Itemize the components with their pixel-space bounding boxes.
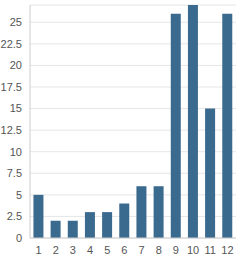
svg-text:12: 12 [221, 244, 232, 256]
svg-text:4: 4 [87, 244, 93, 256]
svg-text:2.5: 2.5 [8, 210, 22, 222]
svg-text:7.5: 7.5 [8, 167, 22, 179]
svg-text:6: 6 [121, 244, 127, 256]
svg-text:0: 0 [16, 232, 22, 244]
svg-text:25: 25 [10, 16, 22, 28]
svg-text:9: 9 [173, 244, 179, 256]
svg-text:17.5: 17.5 [8, 81, 22, 93]
svg-text:12.5: 12.5 [8, 124, 22, 136]
svg-text:8: 8 [156, 244, 162, 256]
svg-text:3: 3 [70, 244, 76, 256]
svg-text:10: 10 [187, 244, 199, 256]
svg-text:5: 5 [16, 189, 22, 201]
svg-text:5: 5 [104, 244, 110, 256]
svg-text:10: 10 [10, 146, 22, 158]
svg-text:11: 11 [205, 244, 216, 256]
svg-text:15: 15 [10, 102, 22, 114]
svg-text:7: 7 [139, 244, 145, 256]
svg-text:22.5: 22.5 [8, 38, 22, 50]
svg-text:2: 2 [53, 244, 59, 256]
svg-text:1: 1 [36, 244, 42, 256]
svg-text:20: 20 [10, 59, 22, 71]
